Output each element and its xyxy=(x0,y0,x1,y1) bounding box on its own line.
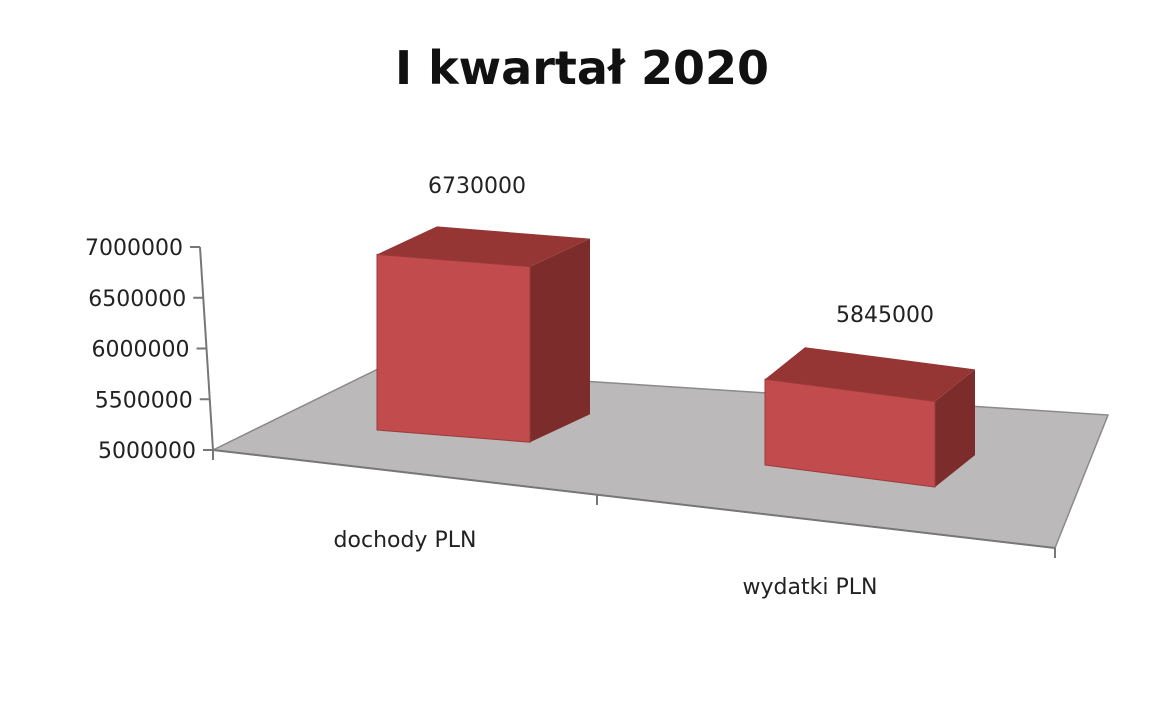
data-label: 6730000 xyxy=(428,174,526,199)
y-tick-label: 5500000 xyxy=(95,388,193,413)
bar-top xyxy=(377,226,590,267)
bar-top xyxy=(765,347,975,402)
bar-1 xyxy=(764,378,936,488)
bar-side xyxy=(935,369,975,488)
x-axis xyxy=(212,449,1056,549)
data-label: 5845000 xyxy=(836,303,934,328)
y-tick-label: 5000000 xyxy=(98,439,196,464)
x-tick-label: wydatki PLN xyxy=(743,575,878,600)
y-tick-label: 6000000 xyxy=(92,338,190,363)
bar-0 xyxy=(376,253,531,443)
chart-title: I kwartał 2020 xyxy=(395,41,769,95)
y-tick-label: 6500000 xyxy=(88,287,186,312)
x-tick-label: dochody PLN xyxy=(334,528,477,553)
y-tick-label: 7000000 xyxy=(85,236,183,261)
bar-side xyxy=(530,238,590,443)
